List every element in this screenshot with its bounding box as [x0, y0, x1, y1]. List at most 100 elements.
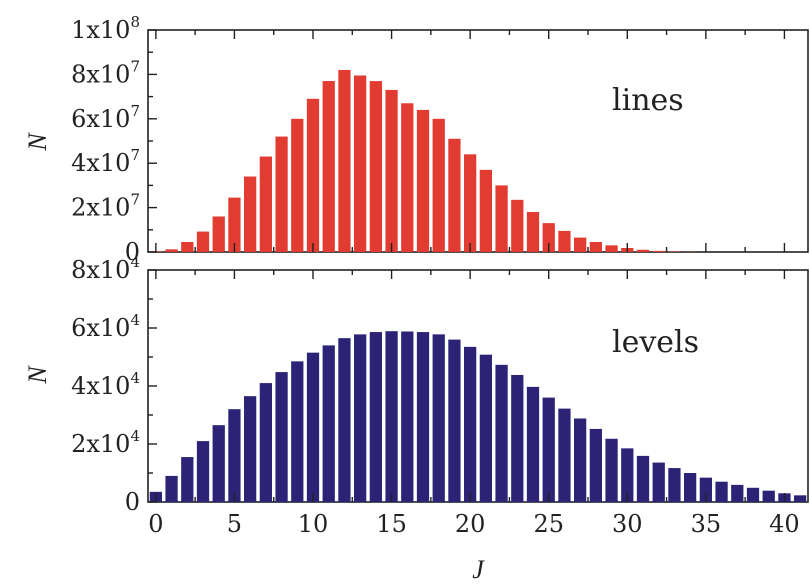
bar — [526, 386, 540, 502]
x-tick-label: 40 — [769, 510, 800, 538]
bar — [165, 475, 178, 502]
bar — [542, 223, 555, 252]
bottom-x-axis: 0 5 10 15 20 25 30 35 40 — [148, 270, 800, 538]
bar — [306, 98, 320, 252]
y-tick-label: 6x104 — [71, 311, 140, 342]
x-tick-label: 5 — [227, 510, 242, 538]
bar — [196, 441, 210, 502]
bottom-y-axis-title: N — [23, 365, 52, 385]
bar — [181, 242, 194, 252]
bar — [542, 397, 555, 502]
bar — [495, 185, 508, 252]
bar — [354, 334, 367, 502]
bar — [228, 409, 241, 502]
bar — [636, 455, 650, 502]
y-tick-label: 8x104 — [71, 253, 140, 284]
y-tick-label: 2x107 — [71, 191, 140, 222]
panel-label-levels: levels — [612, 325, 699, 360]
bar — [558, 230, 571, 252]
bar — [652, 462, 665, 502]
top-x-ticks — [155, 30, 786, 252]
bar — [746, 487, 760, 502]
bar — [464, 346, 477, 502]
bar — [306, 352, 320, 502]
bar — [479, 169, 492, 252]
bar — [416, 332, 430, 502]
bar — [212, 425, 225, 502]
bar — [511, 199, 524, 252]
bar — [244, 396, 257, 502]
x-tick-label: 15 — [376, 510, 407, 538]
bar — [574, 418, 587, 502]
x-tick-label: 35 — [691, 510, 722, 538]
bar — [448, 138, 461, 252]
x-tick-label: 10 — [298, 510, 329, 538]
bar — [275, 372, 288, 502]
x-axis-title: J — [472, 555, 485, 584]
bar — [464, 154, 477, 252]
bar — [244, 176, 257, 252]
bar — [589, 428, 602, 502]
top-y-axis: 0 2x107 4x107 6x107 8x107 1x108 — [71, 13, 157, 266]
bar — [385, 331, 398, 502]
bar — [401, 103, 414, 252]
bar — [652, 250, 665, 252]
bar — [558, 408, 571, 502]
bar — [495, 364, 508, 502]
bar — [479, 354, 492, 502]
x-tick-label: 30 — [612, 510, 643, 538]
top-y-axis-title: N — [23, 132, 52, 152]
bar — [715, 481, 728, 502]
x-tick-label: 20 — [455, 510, 486, 538]
bar — [275, 136, 288, 252]
panel-label-lines: lines — [612, 83, 684, 118]
y-tick-label: 8x107 — [71, 57, 140, 88]
top-panel-lines: 0 2x107 4x107 6x107 8x107 1x108 lines N — [23, 13, 809, 266]
bar — [338, 338, 351, 502]
bar — [684, 473, 697, 502]
y-tick-label: 4x107 — [71, 146, 140, 177]
bar — [322, 81, 335, 252]
bar — [589, 242, 602, 252]
bar — [699, 477, 712, 502]
bar — [259, 383, 272, 502]
bar — [354, 75, 367, 252]
bar — [212, 216, 225, 252]
y-tick-label: 6x107 — [71, 102, 140, 133]
bar — [338, 69, 351, 253]
top-bars-group — [149, 69, 697, 253]
bar — [432, 334, 445, 502]
bar — [416, 109, 430, 252]
bar — [794, 495, 807, 502]
x-tick-label: 0 — [148, 510, 163, 538]
bar — [605, 245, 618, 252]
bar — [401, 331, 414, 502]
bar — [762, 490, 775, 502]
y-tick-label: 0 — [125, 488, 140, 516]
bar — [448, 339, 461, 502]
bar — [668, 468, 681, 502]
bar — [369, 332, 382, 502]
bar — [526, 212, 540, 252]
bottom-y-axis: 0 2x104 4x104 6x104 8x104 — [71, 253, 157, 516]
bar — [511, 374, 524, 502]
bar — [322, 345, 335, 502]
bar — [636, 249, 650, 252]
bar — [432, 118, 445, 252]
y-tick-label: 0 — [125, 238, 140, 266]
y-tick-label: 4x104 — [71, 369, 140, 400]
bar — [731, 484, 744, 502]
bar — [369, 81, 382, 252]
bar — [259, 156, 272, 252]
bar — [165, 249, 178, 252]
bottom-bars-group — [149, 331, 807, 502]
bar — [181, 457, 194, 502]
y-tick-label: 2x104 — [71, 427, 140, 458]
bar — [291, 118, 304, 252]
bar — [196, 231, 210, 252]
x-tick-label: 25 — [533, 510, 564, 538]
bar — [385, 89, 398, 252]
bar — [574, 237, 587, 252]
y-tick-label: 1x108 — [71, 13, 140, 44]
